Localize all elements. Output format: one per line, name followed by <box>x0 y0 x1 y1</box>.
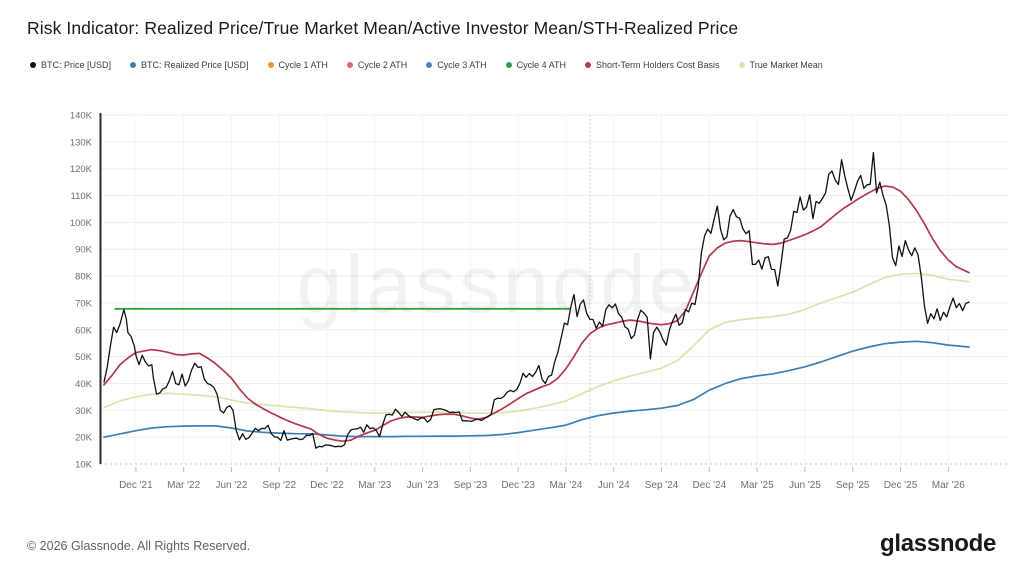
svg-text:Sep '24: Sep '24 <box>645 480 679 491</box>
legend-item-cycle-2-ath[interactable]: Cycle 2 ATH <box>346 60 408 70</box>
glassnode-logo: glassnode <box>880 530 996 557</box>
series-short-term-holders-cost-basis-line <box>103 185 970 443</box>
series-color-dot-icon <box>738 62 745 68</box>
legend-item-label: Cycle 3 ATH <box>437 60 487 70</box>
svg-text:Dec '22: Dec '22 <box>310 480 344 491</box>
legend-item-label: Cycle 4 ATH <box>516 60 566 70</box>
legend-item-label: Cycle 2 ATH <box>357 60 408 70</box>
svg-text:60K: 60K <box>75 325 93 336</box>
watermark: glassnode <box>297 239 698 330</box>
svg-text:Mar '22: Mar '22 <box>167 480 200 491</box>
series-btc-realized-price-usd-line <box>103 340 970 439</box>
legend-item-true-market-mean[interactable]: True Market Mean <box>738 60 823 70</box>
x-axis-labels: Dec '21 Mar '22 Jun '22 Sep '22 Dec '22 Mar '… <box>119 467 965 491</box>
svg-text:Jun '23: Jun '23 <box>407 480 439 491</box>
svg-text:Jun '24: Jun '24 <box>598 480 630 491</box>
svg-text:Dec '21: Dec '21 <box>119 480 153 491</box>
legend-item-short-term-holders-cost-basis[interactable]: Short-Term Holders Cost Basis <box>584 60 720 70</box>
legend-item-label: Cycle 1 ATH <box>278 60 328 70</box>
svg-text:Dec '25: Dec '25 <box>884 480 918 491</box>
series-color-dot-icon <box>346 62 353 68</box>
legend-item-cycle-1-ath[interactable]: Cycle 1 ATH <box>267 60 328 70</box>
legend-item-cycle-4-ath[interactable]: Cycle 4 ATH <box>505 60 566 70</box>
y-axis-labels: 10K 20K 30K 40K 50K 60K 70K 80K 90K 100K 110K 120K 1… <box>70 111 93 471</box>
svg-text:Dec '24: Dec '24 <box>693 480 727 491</box>
svg-text:Sep '23: Sep '23 <box>454 480 488 491</box>
gridlines <box>100 114 1008 465</box>
svg-text:20K: 20K <box>75 433 93 444</box>
legend-item-label: BTC: Price [USD] <box>41 60 112 70</box>
legend: BTC: Price [USD] BTC: Realized Price [USD… <box>30 60 823 70</box>
series-color-dot-icon <box>584 62 591 68</box>
svg-text:Jun '25: Jun '25 <box>789 480 821 491</box>
legend-item-btc-realized-price-usd[interactable]: BTC: Realized Price [USD] <box>130 60 249 70</box>
svg-text:90K: 90K <box>75 245 93 256</box>
svg-text:30K: 30K <box>75 406 93 417</box>
series-btc-price-usd-line <box>103 151 970 449</box>
svg-text:Mar '24: Mar '24 <box>549 480 582 491</box>
footer-copyright: © 2026 Glassnode. All Rights Reserved. <box>27 539 251 553</box>
svg-text:Mar '23: Mar '23 <box>358 480 391 491</box>
svg-text:Jun '22: Jun '22 <box>215 480 247 491</box>
series-color-dot-icon <box>130 62 137 68</box>
svg-text:50K: 50K <box>75 352 93 363</box>
series-color-dot-icon <box>267 62 274 68</box>
series-color-dot-icon <box>426 62 433 68</box>
svg-text:Sep '22: Sep '22 <box>262 480 296 491</box>
svg-text:Mar '26: Mar '26 <box>932 480 965 491</box>
svg-text:140K: 140K <box>70 111 93 122</box>
page-title: Risk Indicator: Realized Price/True Mark… <box>27 18 739 38</box>
series-color-dot-icon <box>505 62 512 68</box>
svg-text:Sep '25: Sep '25 <box>836 480 870 491</box>
svg-text:120K: 120K <box>70 164 93 175</box>
svg-text:Dec '23: Dec '23 <box>501 480 535 491</box>
legend-item-label: Short-Term Holders Cost Basis <box>595 60 720 70</box>
svg-text:Mar '25: Mar '25 <box>741 480 774 491</box>
svg-text:80K: 80K <box>75 272 93 283</box>
legend-item-btc-price-usd[interactable]: BTC: Price [USD] <box>30 60 111 70</box>
series-color-dot-icon <box>30 62 36 68</box>
svg-text:70K: 70K <box>75 298 93 309</box>
legend-item-label: True Market Mean <box>749 60 823 70</box>
legend-item-label: BTC: Realized Price [USD] <box>141 60 249 70</box>
svg-text:40K: 40K <box>75 379 93 390</box>
svg-text:130K: 130K <box>70 137 93 148</box>
series-true-market-mean-line <box>103 272 970 415</box>
svg-text:100K: 100K <box>70 218 93 229</box>
svg-text:110K: 110K <box>71 191 93 202</box>
svg-text:10K: 10K <box>75 460 93 471</box>
legend-item-cycle-3-ath[interactable]: Cycle 3 ATH <box>426 60 487 70</box>
